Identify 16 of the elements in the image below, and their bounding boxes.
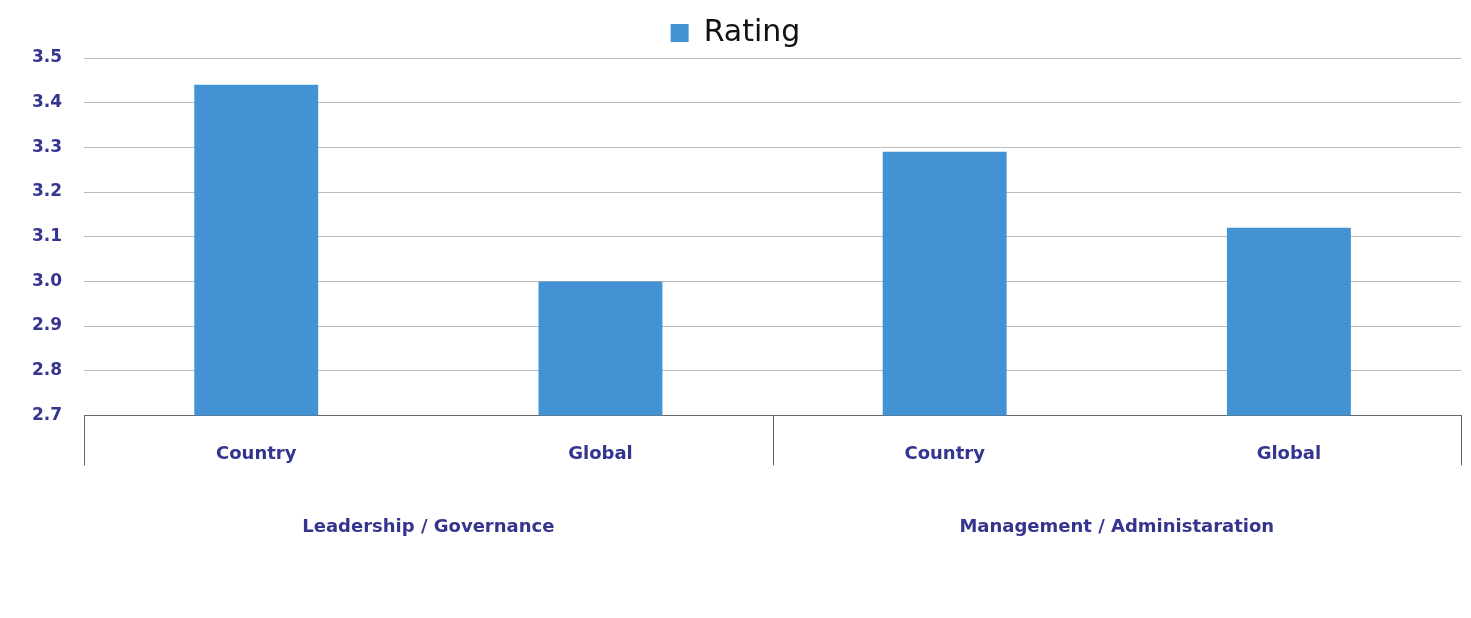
y-tick-label: 3.0 [31, 269, 63, 290]
y-tick-label: 2.9 [31, 314, 63, 335]
y-tick-label: 2.7 [31, 403, 63, 424]
text: Leadership / Governance [302, 515, 555, 537]
y-tick-label: 3.2 [31, 180, 63, 201]
x-tick-label: Country [904, 441, 986, 463]
y-tick-label: 3.3 [31, 135, 63, 156]
x-tick-label: Country [216, 441, 297, 463]
text: Management / Administaration [959, 515, 1275, 537]
y-tick-label: 2.8 [31, 359, 63, 380]
y-tick-label: 3.4 [31, 91, 63, 112]
x-tick-label: Global [568, 441, 633, 463]
y-tick-label: 3.5 [31, 46, 63, 67]
y-tick-label: 3.1 [31, 225, 63, 246]
x-tick-label: Global [1256, 441, 1322, 463]
legend-label: Rating [703, 12, 801, 48]
